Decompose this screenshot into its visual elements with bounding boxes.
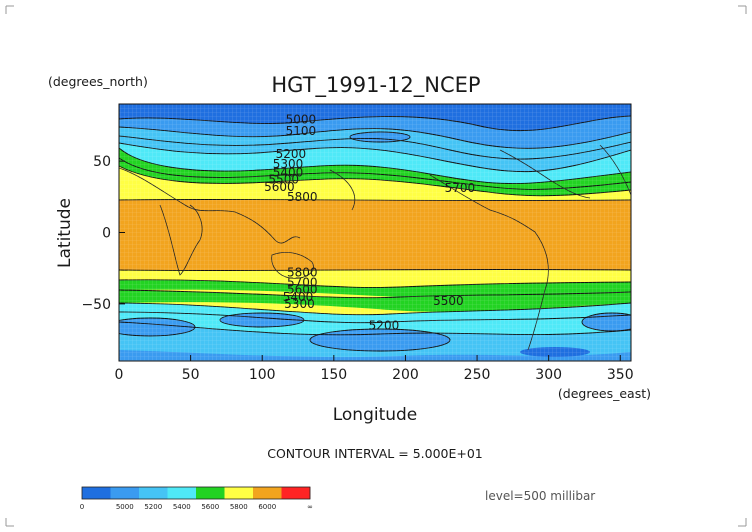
corner-mark-bottom-right	[738, 518, 747, 527]
colorbar-frame	[81, 486, 311, 500]
colorbar-swatch	[110, 487, 140, 499]
plot-area	[119, 104, 631, 361]
colorbar-tick-label: 5400	[173, 503, 191, 511]
x-units-label: (degrees_east)	[558, 386, 651, 401]
contour-label: 5700	[445, 181, 476, 195]
y-units-label: (degrees_north)	[48, 74, 148, 89]
contour-label: 5800	[287, 190, 318, 204]
x-tick-label: 350	[607, 367, 634, 383]
grid-overlay	[119, 104, 631, 361]
corner-mark-bottom-left	[5, 518, 14, 527]
contour-label: 5600	[287, 283, 318, 297]
x-tick-label: 0	[115, 367, 124, 383]
x-tick-label: 300	[535, 367, 562, 383]
colorbar-tick-label: 5800	[230, 503, 248, 511]
colorbar-swatch	[196, 487, 225, 499]
contour-label: 5600	[264, 180, 295, 194]
corner-mark-top-right	[738, 5, 747, 14]
x-tick-label: 250	[464, 367, 491, 383]
y-tick-label: −50	[81, 297, 111, 313]
y-axis-label: Latitude	[55, 198, 75, 268]
contour-label: 5500	[268, 173, 299, 187]
corner-mark-top-left	[5, 5, 14, 14]
contour-label: 5200	[276, 147, 307, 161]
contour-label: 5000	[286, 113, 317, 127]
y-axis-ticks: 50 0 −50	[81, 154, 125, 313]
x-tick-label: 150	[320, 367, 347, 383]
x-tick-label: 100	[249, 367, 276, 383]
contour-label: 5800	[287, 265, 318, 279]
y-tick-label: 50	[93, 154, 111, 170]
chart-title: HGT_1991-12_NCEP	[271, 73, 480, 98]
colorbar-tick-label: 6000	[258, 503, 276, 511]
x-tick-label: 50	[182, 367, 200, 383]
colorbar-swatch	[253, 487, 282, 499]
colorbar-swatch	[167, 487, 197, 499]
contour-label-group: 5000510052005300540055005600580057005800…	[264, 113, 475, 333]
x-tick-label: 200	[392, 367, 419, 383]
contour-label: 5500	[433, 294, 464, 308]
colorbar-swatch	[82, 487, 111, 499]
colorbar-tick-label: ∞	[307, 503, 313, 511]
contour-label: 5300	[284, 297, 315, 311]
colorbar-swatch	[139, 487, 168, 499]
colorbar: 0 5000 5200 5400 5600 5800 6000 ∞	[80, 486, 313, 511]
colorbar-swatch	[281, 487, 311, 499]
colorbar-tick-label: 5600	[201, 503, 219, 511]
contour-label: 5200	[369, 318, 400, 332]
contour-label: 5400	[283, 290, 314, 304]
colorbar-tick-label: 0	[80, 503, 84, 511]
x-axis-label: Longitude	[333, 405, 418, 425]
contour-label: 5300	[273, 157, 304, 171]
contour-label: 5400	[273, 166, 304, 180]
y-tick-label: 0	[102, 226, 111, 242]
level-label: level=500 millibar	[485, 489, 595, 503]
contour-label: 5100	[286, 124, 317, 138]
contour-label: 5700	[287, 275, 318, 289]
colorbar-swatch	[224, 487, 254, 499]
contour-interval-label: CONTOUR INTERVAL = 5.000E+01	[267, 446, 483, 461]
colorbar-tick-label: 5000	[116, 503, 134, 511]
colorbar-tick-label: 5200	[144, 503, 162, 511]
x-axis-ticks: 0 50 100 150 200 250 300 350	[115, 355, 634, 383]
